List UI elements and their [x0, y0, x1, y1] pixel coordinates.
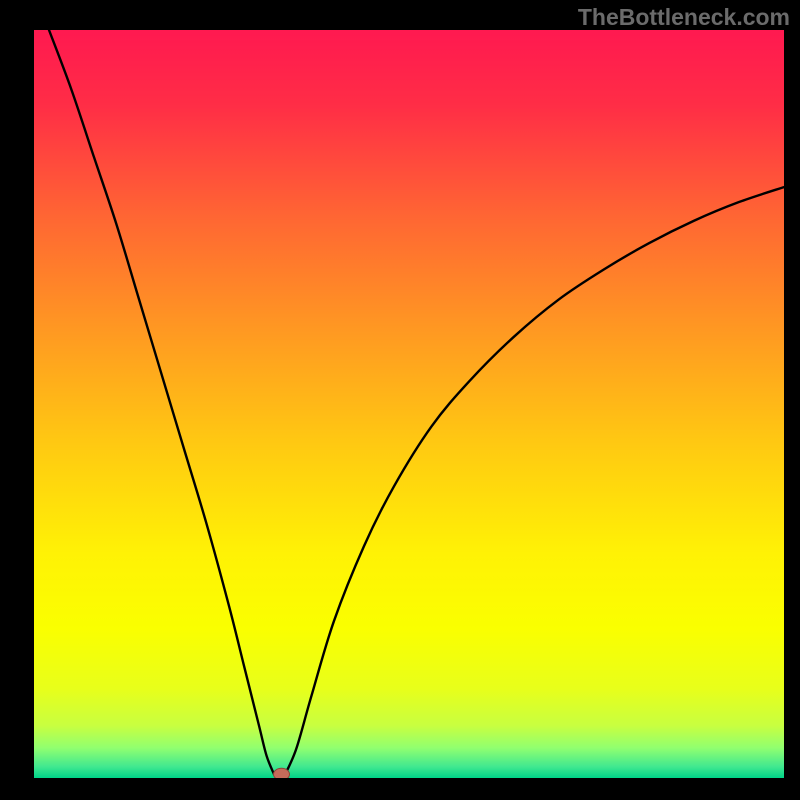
min-point-marker [274, 768, 290, 778]
plot-svg [34, 30, 784, 778]
plot-background [34, 30, 784, 778]
plot-area [34, 30, 784, 778]
chart-frame: TheBottleneck.com [0, 0, 800, 800]
watermark-text: TheBottleneck.com [578, 4, 790, 31]
